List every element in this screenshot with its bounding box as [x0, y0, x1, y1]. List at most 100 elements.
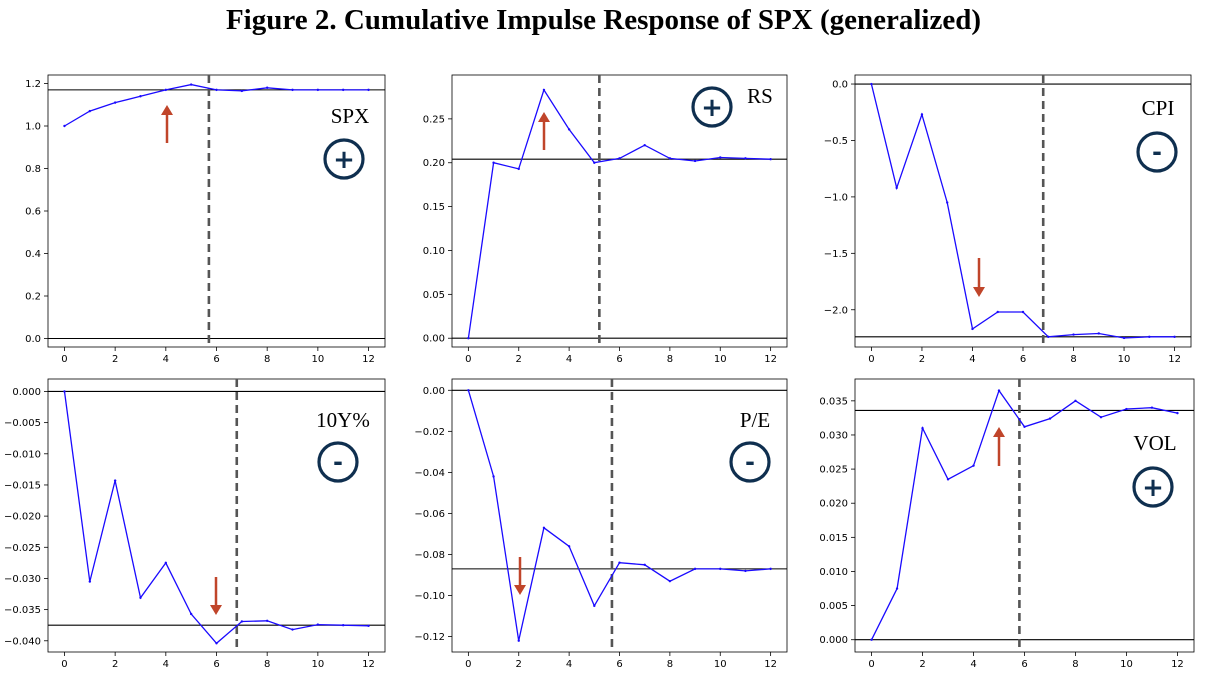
y-tick-label: −0.020 [4, 512, 41, 523]
data-point [593, 161, 596, 164]
y-tick-label: 0.025 [819, 465, 848, 476]
y-tick-label: 0.015 [819, 533, 848, 544]
x-tick-label: 12 [764, 659, 777, 670]
panel-rs: 0 2 4 6 8 10 12 0.00 0.05 0.10 0.15 0.20 0.25 RS + [423, 74, 788, 365]
y-tick-label: −0.010 [4, 449, 41, 460]
response-line [467, 390, 771, 641]
data-point [88, 109, 92, 113]
y-tick-label: −0.035 [4, 605, 41, 616]
x-tick-label: 12 [362, 659, 375, 670]
x-tick-label: 10 [311, 354, 324, 365]
x-tick-label: 4 [566, 659, 572, 670]
data-point [189, 612, 193, 616]
sign-symbol: + [701, 93, 723, 123]
y-tick-label: −0.06 [414, 509, 445, 520]
x-tick-label: 2 [919, 659, 925, 670]
data-point [744, 569, 747, 573]
data-point [618, 561, 621, 564]
data-point [1122, 336, 1126, 340]
y-tick-label: 1.0 [25, 122, 41, 133]
x-tick-label: 6 [616, 354, 622, 365]
x-tick-label: 6 [1021, 659, 1027, 670]
x-tick-label: 2 [919, 354, 925, 365]
x-tick-label: 6 [213, 659, 219, 670]
data-point [996, 310, 999, 314]
x-tick-label: 0 [868, 354, 874, 365]
data-point [367, 624, 370, 628]
x-tick-label: 4 [163, 659, 169, 670]
y-tick-label: 0.20 [423, 158, 445, 169]
data-point [139, 95, 142, 98]
sign-symbol: + [333, 145, 355, 175]
sign-symbol: + [1142, 473, 1164, 503]
x-tick-label: 4 [163, 354, 169, 365]
data-point [88, 580, 92, 583]
data-point [719, 156, 722, 159]
y-tick-label: 0.10 [423, 246, 445, 257]
data-point [63, 390, 66, 393]
data-point [593, 604, 596, 608]
data-point [113, 101, 117, 104]
x-tick-label: 0 [465, 659, 471, 670]
y-tick-label: −0.015 [4, 480, 41, 491]
y-tick-label: −0.025 [4, 543, 41, 554]
plus-circle-icon [1132, 466, 1174, 508]
data-point [1021, 310, 1025, 314]
y-tick-label: −1.0 [824, 192, 848, 203]
data-point [1148, 335, 1151, 339]
y-tick-label: 0.035 [819, 396, 848, 407]
data-point [189, 83, 193, 86]
y-tick-label: −0.005 [4, 418, 41, 429]
arrow-head-icon [210, 605, 222, 615]
plot-frame [451, 74, 788, 348]
x-tick-label: 0 [465, 354, 471, 365]
data-point [946, 201, 949, 204]
data-point [870, 638, 873, 641]
x-tick-label: 0 [61, 659, 67, 670]
y-tick-label: 0.030 [819, 430, 848, 441]
x-tick-label: 12 [1171, 659, 1184, 670]
y-tick-label: 1.2 [25, 79, 41, 90]
data-point [946, 478, 950, 481]
y-tick-label: 0.010 [819, 567, 848, 578]
arrow-head-icon [161, 105, 173, 115]
data-point [63, 124, 66, 128]
data-point [265, 86, 269, 89]
data-point [1125, 407, 1128, 411]
data-point [769, 567, 772, 571]
panel-pe: 0 2 4 6 8 10 12 0.00 −0.02 −0.04 −0.06 −0.08 −0.10 −0… [414, 378, 788, 670]
y-tick-label: −0.02 [414, 427, 445, 438]
x-tick-label: 8 [1070, 354, 1076, 365]
arrow-head-icon [538, 112, 550, 122]
response-line [870, 83, 1175, 339]
data-point [1047, 335, 1050, 339]
data-point [668, 157, 672, 160]
data-point [895, 587, 899, 590]
data-point [240, 89, 244, 93]
data-point [341, 623, 345, 627]
x-tick-label: 4 [566, 354, 572, 365]
data-point [542, 526, 546, 530]
data-point [643, 143, 646, 147]
data-point [291, 628, 294, 631]
arrow-head-icon [514, 585, 526, 595]
data-point [1099, 416, 1103, 419]
arrow-head-icon [993, 427, 1005, 437]
data-point [1074, 399, 1077, 403]
data-point [316, 623, 320, 626]
plot-frame [451, 378, 788, 653]
data-point [870, 82, 873, 86]
data-point [971, 327, 974, 331]
series-label: P/E [740, 408, 770, 432]
data-point [972, 464, 975, 467]
series-label: 10Y% [316, 408, 370, 432]
panel-spx: 0 2 4 6 8 10 12 0.0 0.2 0.4 0.6 0.8 1.0 1.2 SPX + [25, 74, 386, 365]
series-label: SPX [331, 104, 370, 128]
data-point [769, 158, 772, 161]
plus-circle-icon [323, 138, 365, 180]
x-tick-label: 10 [1120, 659, 1133, 670]
sign-symbol: - [333, 448, 343, 476]
data-point [1097, 332, 1100, 335]
series-label: CPI [1142, 96, 1175, 120]
